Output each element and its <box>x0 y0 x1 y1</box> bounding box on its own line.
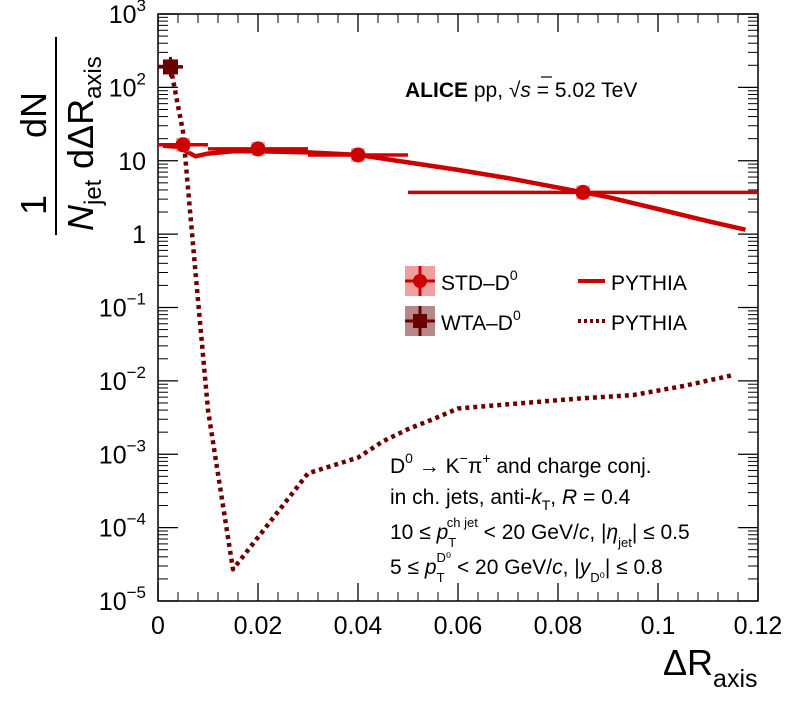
svg-text:STD–D0: STD–D0 <box>441 267 518 295</box>
data-point-std <box>575 184 591 200</box>
x-tick-label: 0 <box>151 612 165 640</box>
annotation-decay: D0 → K−π+ and charge conj. <box>390 450 652 478</box>
y-label-frac1-den-main: N <box>60 204 101 231</box>
y-label-frac2-den-sub: axis <box>80 56 107 99</box>
x-tick-labels: 0 0.02 0.04 0.06 0.08 0.1 0.12 <box>151 612 782 640</box>
svg-text:WTA–D0: WTA–D0 <box>441 307 521 335</box>
plot-frame <box>157 13 759 602</box>
experiment-label: ALICE pp, √s = 5.02 TeV <box>405 79 637 102</box>
y-label-frac2-num-text: dN <box>13 92 54 138</box>
y-label-frac2-den: dΔRaxis <box>60 56 107 169</box>
legend-wta-sup: 0 <box>513 307 521 323</box>
annotation-jets: in ch. jets, anti-kT, R = 0.4 <box>390 486 631 513</box>
x-axis-label-main: ΔR <box>663 642 713 683</box>
x-tick-label: 0.12 <box>734 612 783 640</box>
annotation-cut-jet-pt: 10 ≤ pTch jet < 20 GeV/c, |ηjet| ≤ 0.5 <box>390 515 690 550</box>
y-tick-label: 10−2 <box>99 363 146 396</box>
legend-pythia-dotted-label: PYTHIA <box>611 312 687 335</box>
y-label-frac2-den-main: dΔR <box>60 99 101 169</box>
x-axis-label-sub: axis <box>713 665 757 693</box>
x-tick-label: 0.08 <box>534 612 583 640</box>
axis-ticks <box>157 13 759 602</box>
y-tick-label: 10−5 <box>99 583 146 616</box>
y-tick-label: 1 <box>132 221 146 249</box>
x-tick-label: 0.04 <box>334 612 383 640</box>
legend-wta-label: WTA–D <box>441 312 513 335</box>
legend-entry-std: STD–D0 <box>405 266 518 296</box>
y-label-frac1-den: Njet <box>60 179 107 231</box>
data-point-std <box>250 141 266 157</box>
x-tick-label: 0.06 <box>434 612 483 640</box>
y-axis-label: 1 Njet dN dΔRaxis <box>13 37 107 235</box>
system-s: s <box>520 79 531 102</box>
legend-entry-pythia-dotted: PYTHIA <box>578 312 687 335</box>
annotation-cut-d-pt: 5 ≤ pTD⁰ < 20 GeV/c, |yD⁰| ≤ 0.8 <box>390 550 663 585</box>
x-tick-label: 0.1 <box>641 612 676 640</box>
y-tick-label: 102 <box>109 69 146 102</box>
pythia-std-curve <box>162 143 746 232</box>
y-label-frac2-num: dN <box>13 92 54 138</box>
x-tick-label: 0.02 <box>234 612 283 640</box>
experiment-name: ALICE <box>405 79 468 102</box>
y-label-frac1-den-sub: jet <box>80 179 107 206</box>
y-tick-label: 10 <box>118 148 146 176</box>
legend: STD–D0 PYTHIA WTA–D0 PYTHIA <box>405 266 687 336</box>
data-point-wta <box>163 59 178 75</box>
legend-entry-pythia-solid: PYTHIA <box>578 272 687 295</box>
series-layer <box>158 56 758 572</box>
y-label-frac1-num: 1 <box>13 195 54 215</box>
system-post: = 5.02 TeV <box>531 79 637 102</box>
legend-pythia-solid-label: PYTHIA <box>611 272 687 295</box>
legend-std-sup: 0 <box>510 267 518 283</box>
y-tick-label: 103 <box>109 0 146 29</box>
legend-entry-wta: WTA–D0 <box>405 306 521 336</box>
data-point-std <box>175 137 191 153</box>
y-tick-label: 10−3 <box>99 436 146 469</box>
x-axis-label: ΔRaxis <box>663 642 758 693</box>
legend-std-label: STD–D <box>441 272 510 295</box>
y-tick-label: 10−1 <box>99 290 146 323</box>
y-tick-label: 10−4 <box>99 510 146 543</box>
data-point-std <box>350 147 366 163</box>
system-pre: pp, √ <box>474 79 521 102</box>
